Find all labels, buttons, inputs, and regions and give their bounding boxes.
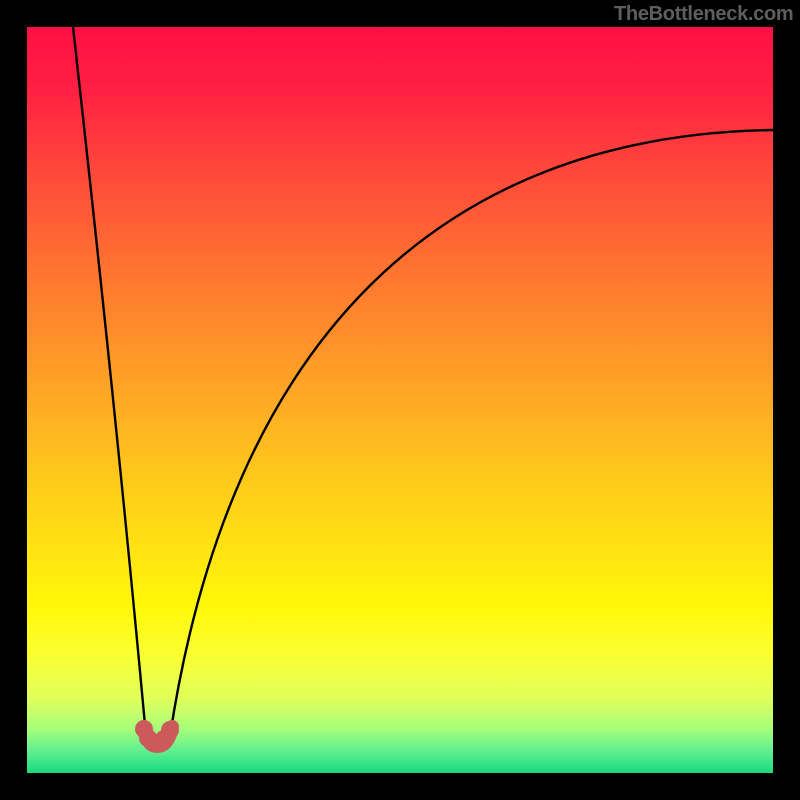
chart-frame: [27, 27, 773, 773]
watermark-text: TheBottleneck.com: [614, 3, 793, 26]
